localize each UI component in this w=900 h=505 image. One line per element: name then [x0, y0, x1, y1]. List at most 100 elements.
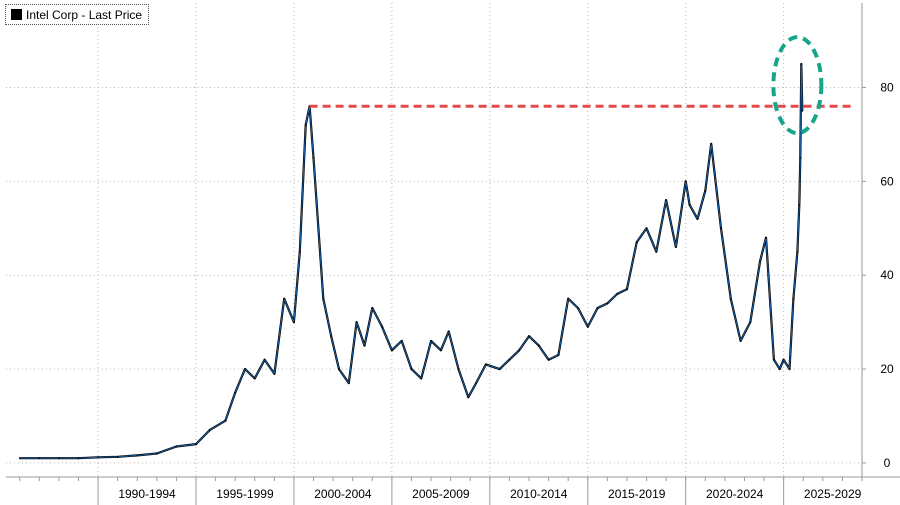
- price-point: [224, 419, 227, 422]
- price-point: [38, 457, 41, 460]
- price-point: [645, 227, 648, 230]
- price-point: [799, 157, 802, 159]
- price-point: [136, 454, 139, 457]
- price-point: [528, 335, 530, 338]
- price-point: [704, 189, 707, 192]
- price-point: [363, 344, 366, 347]
- price-point: [710, 142, 712, 145]
- price-point: [616, 293, 618, 295]
- x-tick-label: 1995-1999: [216, 487, 274, 501]
- price-point: [688, 204, 691, 206]
- price-point: [97, 456, 99, 459]
- price-point: [253, 377, 256, 380]
- price-point: [299, 250, 301, 253]
- price-point: [175, 445, 178, 448]
- price-point: [467, 396, 470, 399]
- price-point: [283, 297, 285, 300]
- price-point: [796, 250, 799, 253]
- price-point: [567, 297, 569, 300]
- price-line: [19, 62, 804, 460]
- y-tick-label: 60: [880, 174, 894, 188]
- price-point: [208, 429, 211, 431]
- price-point: [749, 321, 752, 323]
- price-point: [312, 157, 315, 159]
- price-point: [156, 452, 158, 455]
- price-point: [293, 321, 295, 323]
- price-point: [801, 110, 804, 112]
- price-point: [244, 368, 246, 370]
- price-point: [759, 260, 761, 262]
- price-point: [420, 377, 423, 380]
- price-point: [788, 368, 791, 370]
- x-tick-label: 2010-2014: [510, 487, 568, 501]
- price-point: [606, 302, 609, 305]
- x-tick-label: 2020-2024: [706, 487, 764, 501]
- price-point: [77, 457, 80, 460]
- highlight-ellipse: [771, 35, 824, 136]
- price-point: [577, 307, 579, 309]
- price-point: [234, 391, 236, 394]
- price-point: [381, 326, 383, 328]
- price-point: [798, 204, 801, 206]
- price-point: [655, 250, 658, 253]
- price-point: [778, 368, 781, 370]
- price-point: [475, 382, 477, 384]
- price-point: [304, 124, 307, 126]
- price-point: [18, 457, 21, 460]
- price-point: [116, 456, 119, 458]
- price-point: [58, 457, 60, 460]
- legend-label: Intel Corp - Last Price: [26, 7, 143, 22]
- price-point: [410, 368, 413, 370]
- price-point: [684, 180, 687, 183]
- price-point: [447, 330, 450, 333]
- y-tick-label: 20: [880, 362, 894, 376]
- price-point: [720, 227, 722, 230]
- x-tick-label: 1990-1994: [118, 487, 176, 501]
- price-point: [596, 307, 599, 309]
- price-point: [773, 358, 775, 361]
- price-point: [322, 297, 325, 300]
- price-point: [665, 199, 667, 201]
- price-point: [537, 344, 540, 347]
- price-point: [440, 349, 442, 352]
- price-point: [498, 368, 501, 370]
- x-tick-label: 2005-2009: [412, 487, 470, 501]
- price-point: [400, 340, 403, 342]
- price-point: [355, 321, 358, 323]
- legend: Intel Corp - Last Price: [5, 4, 150, 25]
- price-point: [518, 349, 521, 352]
- price-point: [457, 368, 460, 370]
- price-point: [547, 358, 550, 361]
- price-point: [371, 307, 374, 309]
- price-point: [557, 354, 560, 356]
- x-tick-label: 2000-2004: [314, 487, 372, 501]
- y-tick-label: 80: [880, 80, 894, 94]
- price-point: [739, 340, 742, 342]
- price-point: [635, 241, 638, 244]
- price-point: [485, 363, 487, 366]
- price-point: [273, 372, 276, 375]
- price-point: [782, 358, 785, 361]
- price-point: [675, 246, 677, 248]
- x-tick-label: 2015-2019: [608, 487, 666, 501]
- price-point: [586, 326, 589, 328]
- price-line-highlight: [19, 63, 803, 459]
- price-point: [430, 340, 432, 342]
- price-point: [195, 443, 197, 445]
- price-point: [338, 368, 340, 370]
- price-point: [696, 218, 699, 220]
- price-point: [729, 297, 732, 300]
- price-point: [765, 236, 767, 239]
- price-point: [508, 358, 511, 361]
- price-point: [792, 297, 795, 300]
- price-point: [626, 288, 628, 291]
- y-tick-label: 40: [880, 268, 894, 282]
- price-point: [800, 63, 803, 65]
- y-tick-label: 0: [884, 456, 891, 470]
- price-point: [263, 358, 266, 361]
- legend-swatch: [11, 9, 22, 20]
- x-tick-label: 2025-2029: [804, 487, 862, 501]
- price-point: [347, 382, 350, 384]
- price-point: [330, 335, 332, 338]
